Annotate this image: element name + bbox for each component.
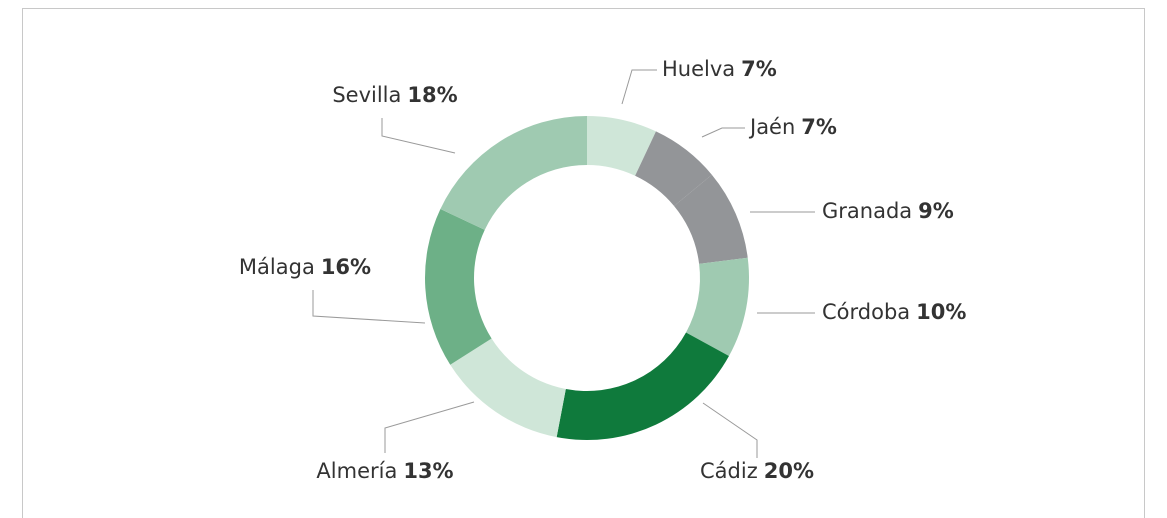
value-label: 9% bbox=[918, 199, 954, 223]
category-name: Huelva bbox=[662, 57, 735, 81]
slice-label: Sevilla 18% bbox=[332, 83, 457, 107]
category-name: Granada bbox=[822, 199, 912, 223]
value-label: 13% bbox=[403, 459, 453, 483]
slice-label: Granada 9% bbox=[822, 199, 954, 223]
category-name: Cádiz bbox=[700, 459, 758, 483]
slice-label: Almería 13% bbox=[316, 459, 453, 483]
slice-label: Jaén 7% bbox=[748, 115, 837, 139]
donut-slice bbox=[587, 116, 656, 176]
slice-label: Cádiz 20% bbox=[700, 459, 814, 483]
leader-line bbox=[312, 290, 426, 324]
slice-label: Córdoba 10% bbox=[822, 300, 966, 324]
donut-slice bbox=[674, 174, 748, 264]
leader-line bbox=[702, 402, 758, 458]
donut-slice bbox=[440, 116, 587, 230]
value-label: 7% bbox=[741, 57, 777, 81]
slice-label: Huelva 7% bbox=[662, 57, 777, 81]
frame bbox=[22, 8, 1145, 518]
leader-line bbox=[701, 127, 745, 138]
value-label: 18% bbox=[407, 83, 457, 107]
value-label: 10% bbox=[916, 300, 966, 324]
value-label: 16% bbox=[321, 255, 371, 279]
slice-label: Málaga 16% bbox=[239, 255, 371, 279]
value-label: 7% bbox=[801, 115, 837, 139]
category-name: Almería bbox=[316, 459, 397, 483]
leader-line bbox=[621, 69, 657, 105]
donut-slice bbox=[635, 131, 712, 206]
leader-line bbox=[381, 118, 456, 154]
donut-slice bbox=[425, 209, 492, 365]
category-name: Sevilla bbox=[332, 83, 401, 107]
leader-line bbox=[384, 401, 475, 453]
category-name: Córdoba bbox=[822, 300, 910, 324]
value-label: 20% bbox=[764, 459, 814, 483]
category-name: Málaga bbox=[239, 255, 315, 279]
donut-slice bbox=[686, 257, 749, 357]
category-name: Jaén bbox=[748, 115, 795, 139]
donut-slice bbox=[450, 338, 566, 438]
donut-slice bbox=[556, 332, 729, 440]
